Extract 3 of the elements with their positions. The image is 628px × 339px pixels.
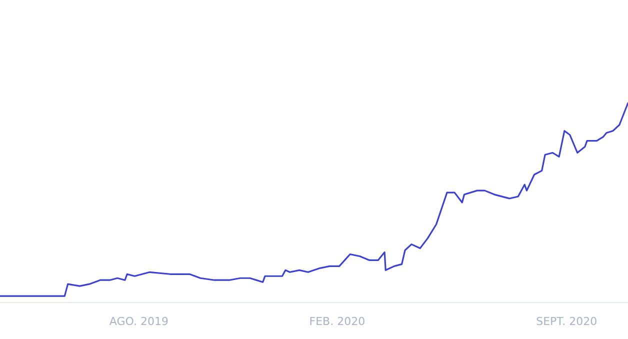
x-tick-label: FEB. 2020 bbox=[309, 315, 366, 328]
x-tick-label: SEPT. 2020 bbox=[536, 315, 598, 328]
x-tick-label: AGO. 2019 bbox=[109, 315, 168, 328]
